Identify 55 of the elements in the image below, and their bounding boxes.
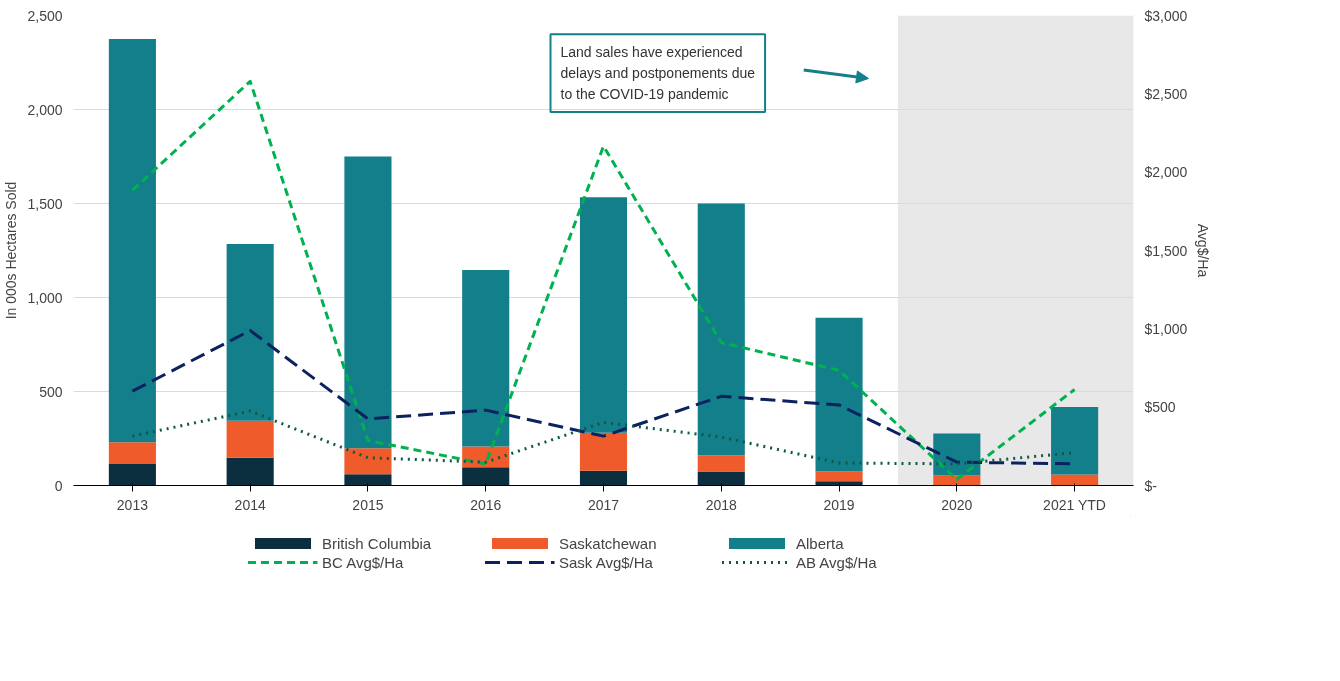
y2-tick-label: $2,500 [1144, 85, 1188, 102]
bar [697, 471, 745, 486]
bar [1051, 474, 1099, 486]
y2-tick-label: $1,500 [1144, 242, 1188, 259]
legend-label: British Columbia [322, 534, 433, 552]
x-tick-label: 2021 YTD [1043, 496, 1106, 513]
x-tick-label: 2018 [705, 496, 738, 513]
y-axis-title: In 000s Hectares Sold [3, 181, 20, 320]
bar [697, 203, 745, 456]
bar [815, 481, 863, 486]
bar [462, 270, 510, 447]
x-tick-label: 2016 [470, 496, 502, 513]
legend-label: Saskatchewan [559, 534, 658, 552]
bar [344, 474, 392, 486]
x-tick-label: 2013 [116, 496, 149, 513]
y2-axis-title: Avg$/Ha [1195, 223, 1212, 278]
bar [579, 432, 628, 471]
annotation: Land sales have experienced delays and postponements due to the COVID-19 pandemic [560, 44, 756, 102]
bar [226, 420, 274, 458]
x-tick-label: 2014 [234, 496, 266, 513]
x-tick-label: 2015 [352, 496, 384, 513]
bar [1051, 406, 1099, 475]
y2-tick-label: $3,000 [1144, 7, 1188, 24]
bar [108, 39, 156, 443]
legend-label: BC Avg$/Ha [322, 553, 405, 571]
line-series [130, 79, 1077, 481]
y-tick-label: 500 [39, 383, 63, 400]
y-tick-label: 1,000 [27, 289, 63, 306]
bar [579, 470, 628, 486]
y-tick-label: 2,500 [27, 7, 63, 24]
bar [226, 457, 274, 486]
y-tick-label: 2,000 [27, 101, 63, 118]
bar [462, 467, 510, 486]
bar [344, 448, 392, 475]
bar [815, 471, 863, 482]
y2-tick-label: $2,000 [1144, 164, 1188, 181]
legend-label: Sask Avg$/Ha [559, 553, 654, 571]
bar [226, 243, 274, 421]
bar [815, 317, 863, 472]
x-tick-label: 2020 [941, 496, 973, 513]
y2-tick-label: $1,000 [1144, 320, 1188, 337]
bar [344, 156, 392, 449]
bar [579, 197, 628, 433]
y2-tick-label: $500 [1144, 399, 1176, 416]
bar [108, 463, 156, 486]
bar [933, 475, 981, 486]
y-tick-label: 0 [54, 477, 63, 494]
legend-label: Alberta [796, 534, 845, 552]
x-tick-label: 2017 [587, 496, 620, 513]
bar [697, 455, 745, 472]
x-tick-label: 2019 [823, 496, 855, 513]
bar [108, 442, 156, 464]
y-tick-label: 1,500 [27, 195, 63, 212]
legend-label: AB Avg$/Ha [796, 553, 878, 571]
y2-tick-label: $- [1144, 477, 1158, 494]
